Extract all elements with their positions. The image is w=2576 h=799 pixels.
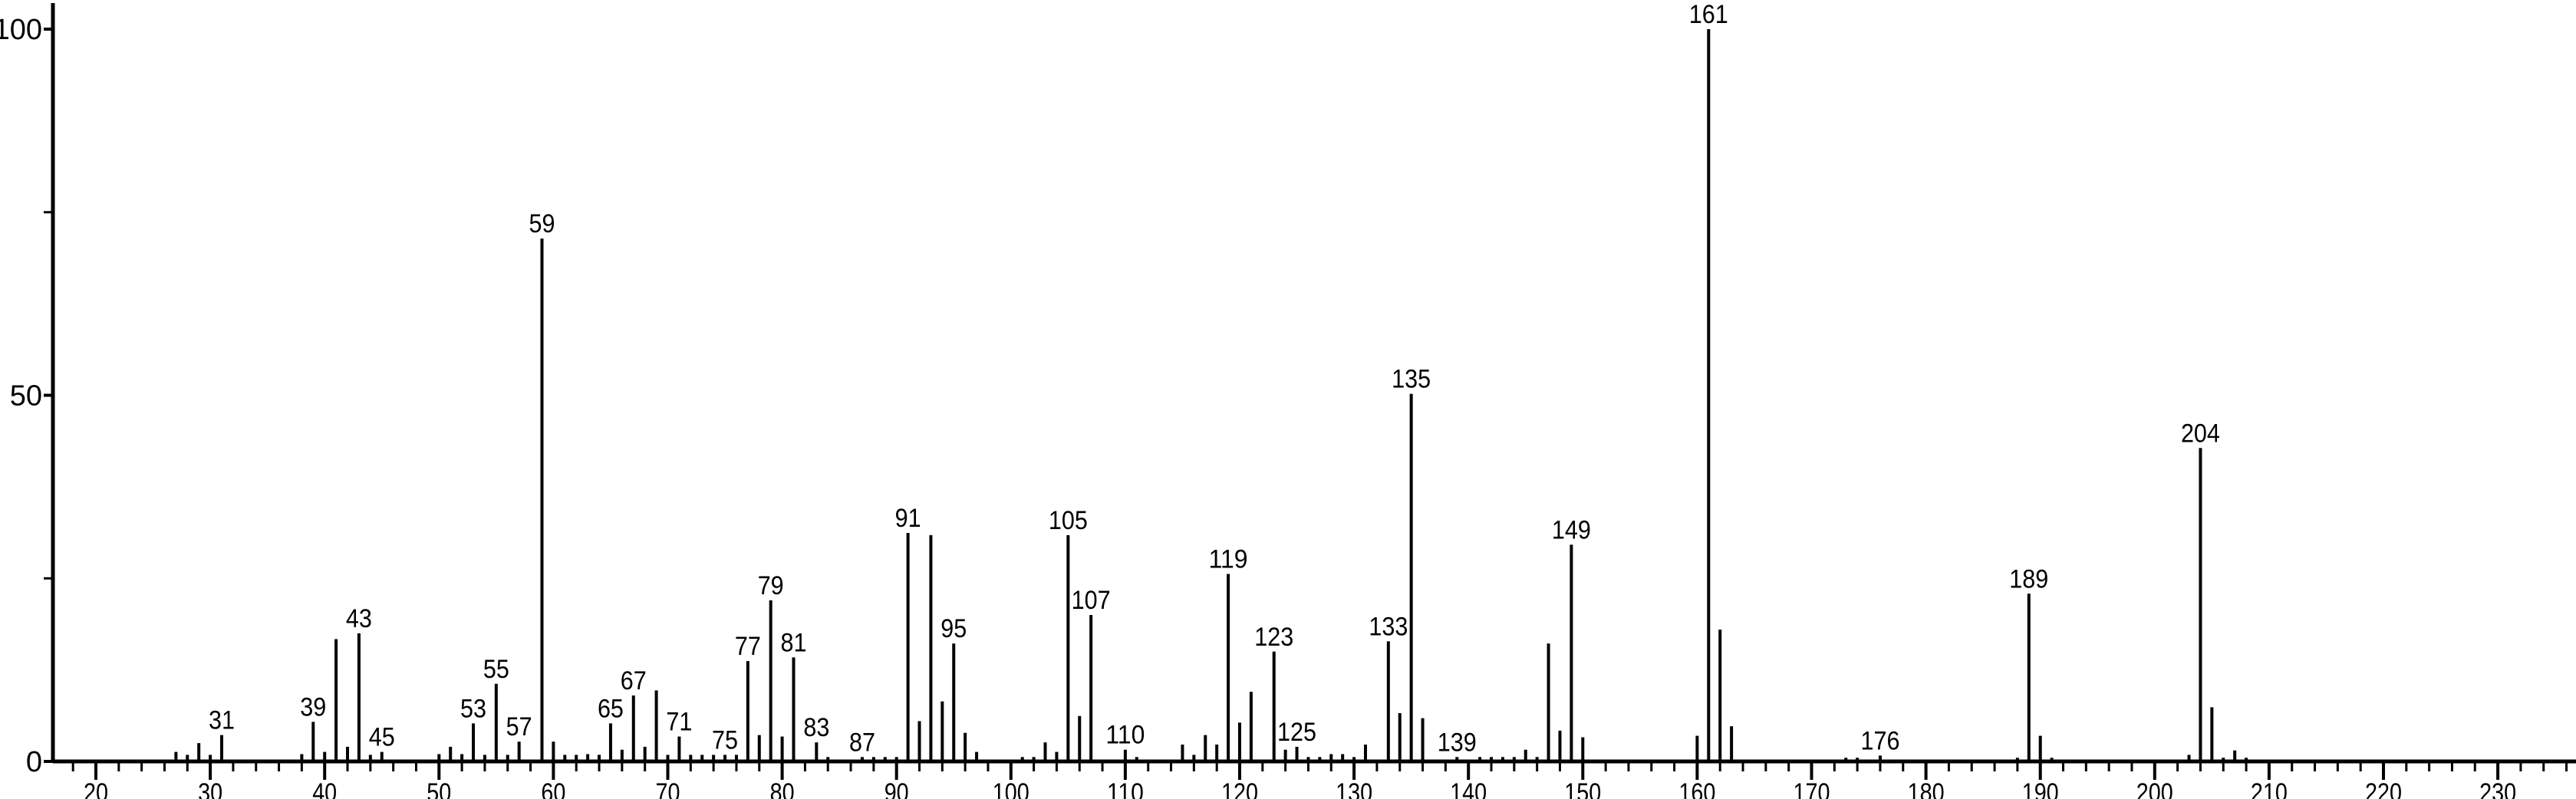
peak-label-119: 119 bbox=[1209, 545, 1248, 574]
peak-label-43: 43 bbox=[346, 604, 372, 633]
x-tick-label: 180 bbox=[1908, 778, 1945, 799]
peak-label-125: 125 bbox=[1277, 718, 1316, 747]
peak-label-57: 57 bbox=[506, 712, 532, 741]
x-tick-label: 210 bbox=[2251, 778, 2288, 799]
peak-label-161: 161 bbox=[1689, 0, 1728, 29]
peak-label-105: 105 bbox=[1049, 506, 1088, 535]
x-tick-label: 190 bbox=[2022, 778, 2059, 799]
peak-label-133: 133 bbox=[1369, 612, 1408, 641]
peak-label-81: 81 bbox=[781, 628, 807, 657]
x-tick-label: 110 bbox=[1107, 778, 1144, 799]
peak-label-87: 87 bbox=[849, 728, 875, 757]
x-tick-label: 100 bbox=[993, 778, 1029, 799]
peak-label-65: 65 bbox=[598, 694, 624, 723]
peak-label-77: 77 bbox=[735, 632, 761, 661]
y-tick-label: 50 bbox=[10, 380, 42, 413]
x-tick-label: 220 bbox=[2365, 778, 2402, 799]
peak-label-67: 67 bbox=[621, 666, 647, 695]
peaks bbox=[174, 29, 2248, 761]
peak-label-123: 123 bbox=[1254, 623, 1293, 652]
peak-label-135: 135 bbox=[1392, 365, 1431, 394]
x-tick-label: 170 bbox=[1794, 778, 1830, 799]
x-tick-label: 30 bbox=[198, 778, 222, 799]
peak-label-53: 53 bbox=[460, 694, 486, 723]
x-tick-label: 200 bbox=[2136, 778, 2173, 799]
x-tick-label: 80 bbox=[770, 778, 795, 799]
axes: 0 50 100 20 30 40 50 60 70 80 90 100 110 120 130 140 150… bbox=[0, 3, 2576, 799]
peak-label-79: 79 bbox=[758, 571, 784, 600]
peak-label-91: 91 bbox=[895, 504, 921, 533]
peak-label-95: 95 bbox=[940, 614, 967, 643]
peak-label-149: 149 bbox=[1552, 515, 1591, 544]
peak-label-110: 110 bbox=[1105, 721, 1145, 750]
peak-label-45: 45 bbox=[369, 723, 395, 752]
x-tick-label: 70 bbox=[656, 778, 680, 799]
x-tick-label: 130 bbox=[1336, 778, 1372, 799]
x-tick-label: 60 bbox=[541, 778, 565, 799]
peak-label-189: 189 bbox=[2009, 564, 2048, 593]
x-tick-label: 140 bbox=[1450, 778, 1487, 799]
peak-label-176: 176 bbox=[1860, 726, 1899, 755]
peak-label-59: 59 bbox=[529, 209, 555, 238]
x-tick-label: 50 bbox=[427, 778, 451, 799]
x-tick-label: 20 bbox=[84, 778, 108, 799]
x-tick-label: 230 bbox=[2479, 778, 2516, 799]
peak-label-55: 55 bbox=[483, 655, 509, 684]
y-tick-label: 0 bbox=[26, 746, 42, 778]
peak-label-75: 75 bbox=[712, 725, 738, 755]
peak-label-204: 204 bbox=[2181, 419, 2220, 448]
peak-label-39: 39 bbox=[300, 692, 326, 722]
peak-label-71: 71 bbox=[666, 708, 692, 737]
peak-label-107: 107 bbox=[1072, 586, 1111, 615]
x-tick-label: 150 bbox=[1564, 778, 1601, 799]
x-tick-label: 40 bbox=[312, 778, 337, 799]
peak-label-31: 31 bbox=[209, 706, 235, 735]
x-tick-label: 90 bbox=[884, 778, 909, 799]
y-tick-label: 100 bbox=[0, 14, 42, 46]
x-tick-label: 120 bbox=[1221, 778, 1258, 799]
x-tick-label: 160 bbox=[1678, 778, 1715, 799]
peak-label-139: 139 bbox=[1438, 728, 1477, 757]
peak-label-83: 83 bbox=[803, 713, 829, 742]
